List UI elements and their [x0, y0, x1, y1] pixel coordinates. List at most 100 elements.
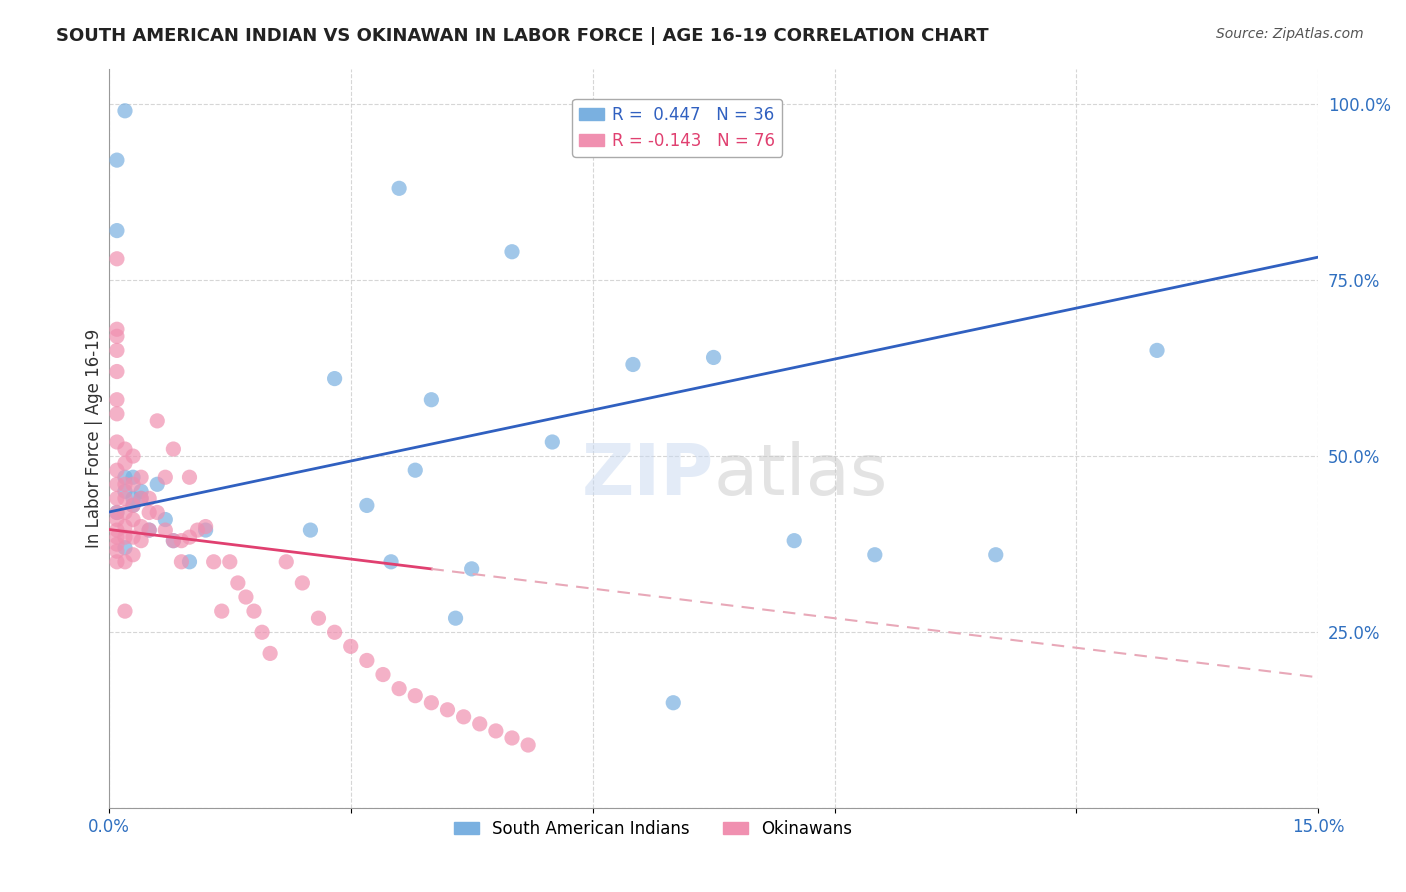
Point	[162, 442, 184, 456]
Point	[276, 555, 298, 569]
Point	[703, 351, 725, 365]
Point	[388, 181, 411, 195]
Point	[105, 153, 128, 168]
Point	[105, 392, 128, 407]
Point	[259, 647, 281, 661]
Point	[105, 224, 128, 238]
Point	[138, 491, 160, 506]
Point	[122, 548, 145, 562]
Point	[444, 611, 467, 625]
Point	[114, 103, 136, 118]
Point	[162, 533, 184, 548]
Point	[105, 530, 128, 544]
Point	[323, 625, 346, 640]
Point	[436, 703, 458, 717]
Point	[356, 499, 378, 513]
Point	[243, 604, 266, 618]
Point	[114, 604, 136, 618]
Point	[114, 530, 136, 544]
Point	[501, 244, 523, 259]
Point	[114, 519, 136, 533]
Point	[179, 470, 201, 484]
Point	[114, 541, 136, 555]
Point	[162, 533, 184, 548]
Point	[218, 555, 240, 569]
Point	[105, 343, 128, 358]
Point	[517, 738, 540, 752]
Point	[105, 322, 128, 336]
Point	[146, 506, 169, 520]
Point	[371, 667, 394, 681]
Text: ZIP: ZIP	[581, 441, 714, 510]
Point	[105, 523, 128, 537]
Point	[114, 456, 136, 470]
Point	[621, 358, 644, 372]
Point	[170, 533, 193, 548]
Point	[129, 491, 152, 506]
Point	[105, 365, 128, 379]
Point	[420, 696, 443, 710]
Point	[122, 491, 145, 506]
Point	[404, 689, 426, 703]
Point	[114, 555, 136, 569]
Point	[485, 723, 508, 738]
Point	[138, 506, 160, 520]
Point	[863, 548, 886, 562]
Point	[299, 523, 322, 537]
Point	[114, 470, 136, 484]
Point	[291, 576, 314, 591]
Point	[662, 696, 685, 710]
Point	[339, 640, 361, 654]
Point	[114, 442, 136, 456]
Point	[105, 491, 128, 506]
Point	[194, 519, 217, 533]
Point	[105, 506, 128, 520]
Legend: South American Indians, Okinawans: South American Indians, Okinawans	[447, 814, 859, 845]
Point	[122, 499, 145, 513]
Point	[138, 523, 160, 537]
Point	[138, 523, 160, 537]
Point	[105, 555, 128, 569]
Point	[105, 506, 128, 520]
Point	[194, 523, 217, 537]
Point	[105, 537, 128, 551]
Point	[114, 491, 136, 506]
Point	[146, 414, 169, 428]
Point	[105, 329, 128, 343]
Point	[105, 463, 128, 477]
Point	[146, 477, 169, 491]
Point	[468, 717, 491, 731]
Point	[226, 576, 249, 591]
Point	[122, 477, 145, 491]
Point	[1146, 343, 1168, 358]
Point	[388, 681, 411, 696]
Point	[453, 710, 475, 724]
Point	[202, 555, 225, 569]
Text: atlas: atlas	[714, 441, 889, 510]
Point	[211, 604, 233, 618]
Point	[105, 477, 128, 491]
Point	[129, 533, 152, 548]
Point	[323, 371, 346, 385]
Point	[122, 530, 145, 544]
Point	[460, 562, 482, 576]
Point	[984, 548, 1007, 562]
Point	[250, 625, 273, 640]
Point	[170, 555, 193, 569]
Point	[187, 523, 209, 537]
Point	[179, 555, 201, 569]
Point	[179, 530, 201, 544]
Point	[501, 731, 523, 745]
Point	[356, 653, 378, 667]
Point	[155, 523, 177, 537]
Point	[122, 512, 145, 526]
Point	[122, 470, 145, 484]
Y-axis label: In Labor Force | Age 16-19: In Labor Force | Age 16-19	[86, 329, 103, 548]
Point	[105, 407, 128, 421]
Point	[155, 512, 177, 526]
Text: SOUTH AMERICAN INDIAN VS OKINAWAN IN LABOR FORCE | AGE 16-19 CORRELATION CHART: SOUTH AMERICAN INDIAN VS OKINAWAN IN LAB…	[56, 27, 988, 45]
Point	[105, 544, 128, 558]
Point	[235, 590, 257, 604]
Point	[541, 435, 564, 450]
Point	[129, 519, 152, 533]
